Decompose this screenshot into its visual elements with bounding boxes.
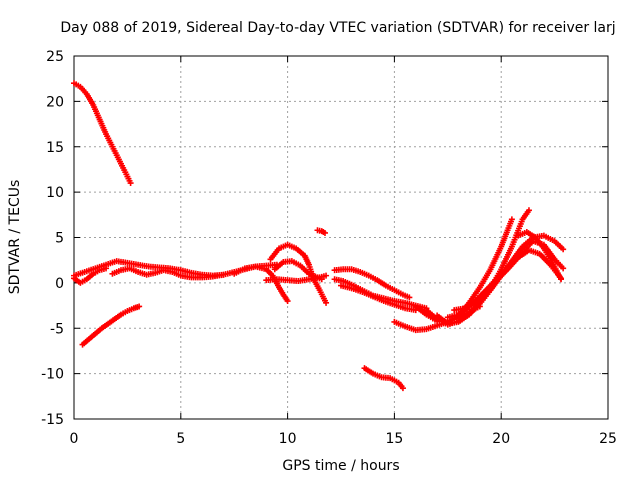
data-point [399, 385, 406, 392]
data-point [284, 298, 291, 305]
data-point [323, 272, 330, 279]
y-tick-label: 5 [55, 231, 64, 247]
data-point [136, 303, 143, 310]
data-points [71, 80, 567, 392]
series-arc-11 [331, 266, 413, 301]
x-tick-label: 10 [279, 431, 297, 447]
y-tick-label: 15 [46, 140, 64, 156]
data-point [525, 207, 532, 214]
y-tick-label: 10 [46, 185, 64, 201]
series-arc-5 [109, 265, 227, 281]
series-arc-9 [263, 272, 330, 285]
y-tick-label: -5 [50, 321, 64, 337]
series-arc-13 [338, 282, 419, 314]
series-arc-20 [515, 229, 565, 283]
data-point [406, 294, 413, 301]
x-tick-label: 25 [599, 431, 617, 447]
y-axis-label: SDTVAR / TECUs [7, 180, 23, 295]
y-tick-label: 0 [55, 276, 64, 292]
x-tick-label: 15 [385, 431, 403, 447]
y-tick-label: -10 [41, 367, 64, 383]
x-axis-label: GPS time / hours [282, 458, 399, 474]
series-arc-10 [314, 227, 328, 236]
x-tick-label: 0 [70, 431, 79, 447]
axis-ticks [73, 55, 609, 420]
series-arc-1 [71, 80, 134, 187]
data-point [321, 229, 328, 236]
y-tick-label: -15 [41, 412, 64, 428]
series-arc-21 [361, 365, 406, 392]
data-point [558, 276, 565, 283]
data-point [560, 246, 567, 253]
grid [74, 56, 608, 419]
y-tick-labels: -15 -10 -5 0 5 10 15 20 25 [41, 49, 64, 428]
x-tick-labels: 0 5 10 15 20 25 [70, 431, 617, 447]
series-arc-4 [71, 265, 110, 286]
data-point [323, 299, 330, 306]
y-tick-label: 25 [46, 49, 64, 65]
data-point [220, 271, 227, 278]
data-point [560, 265, 567, 272]
data-point [508, 216, 515, 223]
x-tick-label: 20 [492, 431, 510, 447]
y-tick-label: 20 [46, 94, 64, 110]
series-arc-6 [231, 263, 291, 305]
data-point [127, 180, 134, 187]
series-arc-2 [79, 303, 143, 348]
x-tick-label: 5 [176, 431, 185, 447]
data-point [103, 265, 110, 272]
series-arc-7 [267, 241, 330, 306]
chart-title: Day 088 of 2019, Sidereal Day-to-day VTE… [60, 20, 615, 36]
